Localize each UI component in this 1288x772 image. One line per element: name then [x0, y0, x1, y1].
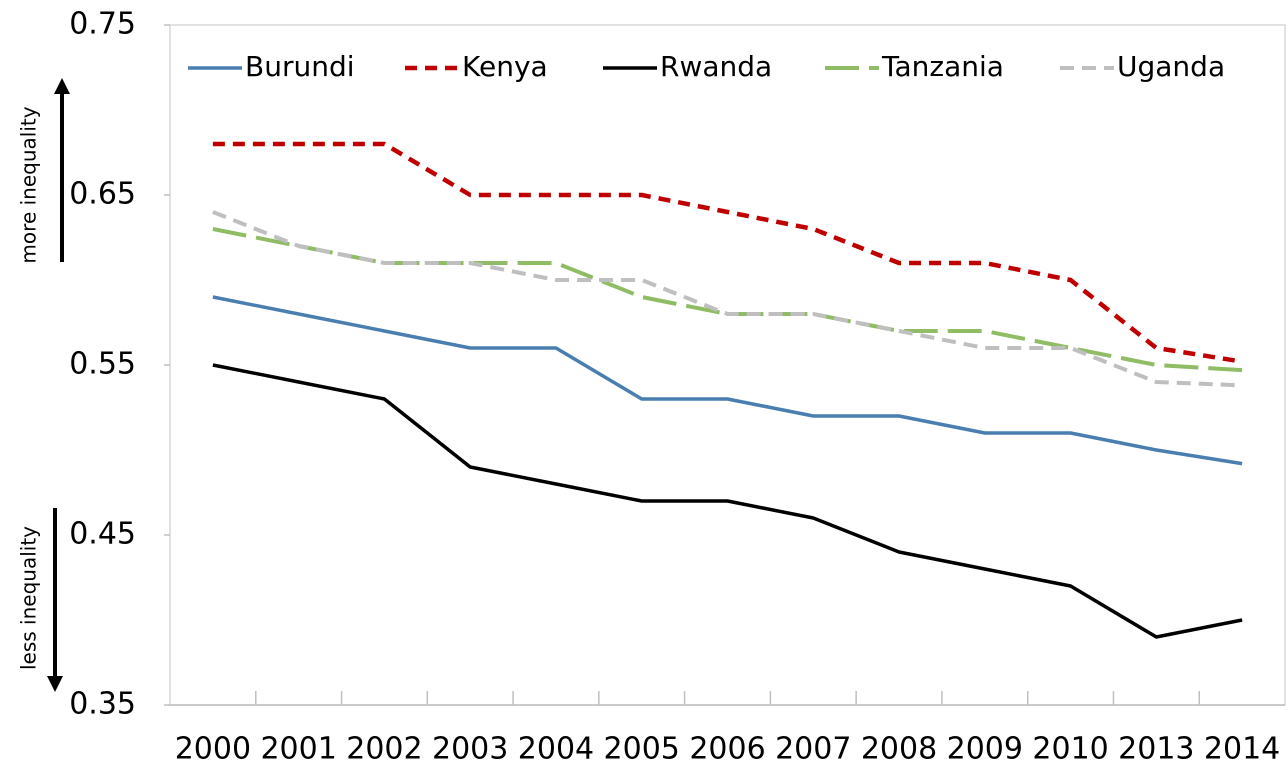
legend-label: Burundi [245, 50, 355, 83]
x-tick-label: 2010 [1032, 732, 1108, 767]
x-tick-label: 2013 [1118, 732, 1194, 767]
series-line [212, 363, 1243, 639]
x-tick-label: 2001 [260, 732, 336, 767]
annotation: less inequality [17, 526, 41, 670]
x-tick-label: 2009 [947, 732, 1023, 767]
series-line [212, 295, 1243, 466]
y-tick-label: 0.55 [69, 347, 136, 382]
series-line [212, 227, 1243, 373]
x-tick-label: 2007 [775, 732, 851, 767]
legend-label: Tanzania [881, 50, 1004, 83]
x-tick-label: 2008 [861, 732, 937, 767]
x-tick-label: 2003 [432, 732, 508, 767]
x-tick-label: 2006 [689, 732, 765, 767]
y-tick-label: 0.45 [69, 517, 136, 552]
series-line [212, 141, 1243, 364]
legend-label: Rwanda [660, 50, 772, 83]
legend-label: Uganda [1117, 50, 1225, 83]
y-tick-label: 0.65 [69, 177, 136, 212]
legend-label: Kenya [462, 50, 548, 83]
y-tick-label: 0.35 [69, 687, 136, 722]
x-tick-label: 2014 [1204, 732, 1280, 767]
annotation: more inequality [17, 106, 41, 263]
series-line [212, 210, 1243, 388]
x-tick-label: 2000 [175, 732, 251, 767]
x-tick-label: 2002 [346, 732, 422, 767]
y-tick-label: 0.75 [69, 7, 136, 42]
x-tick-label: 2004 [518, 732, 594, 767]
x-tick-label: 2005 [604, 732, 680, 767]
